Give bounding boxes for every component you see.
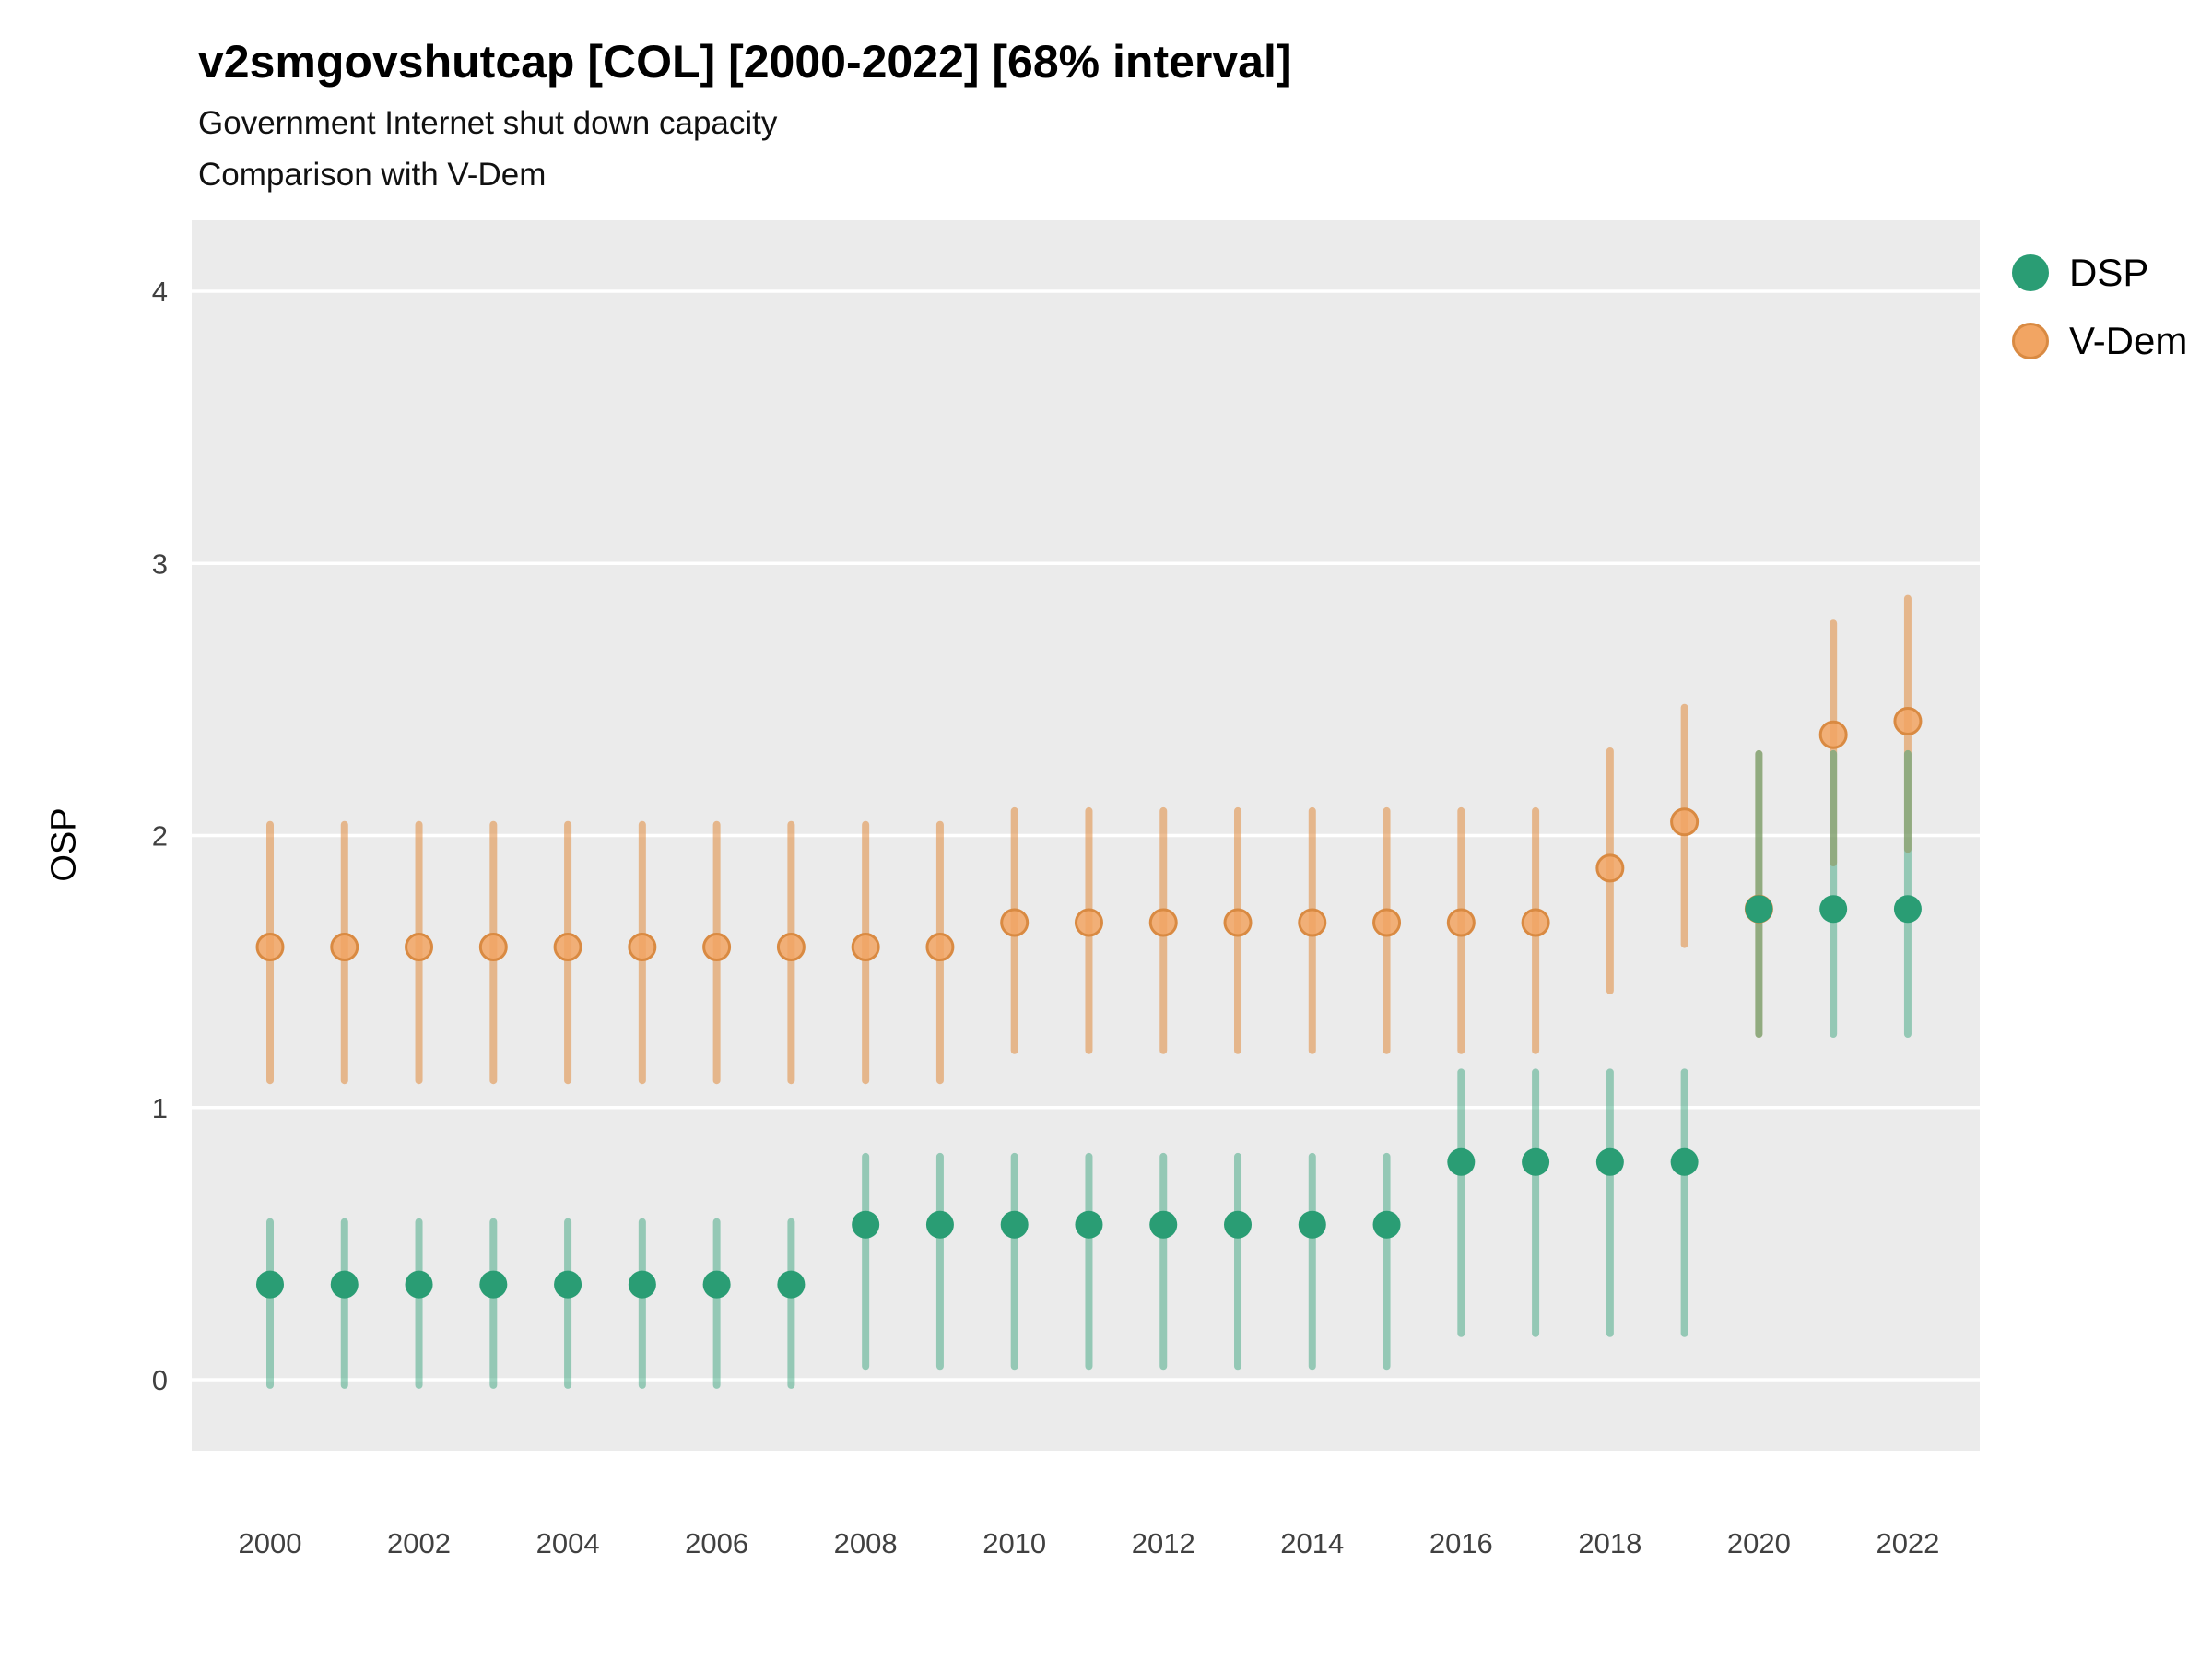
x-axis-labels: 2000 2002 2004 2006 2008 2010 2012 2014 2016 2018… — [239, 1527, 1940, 1559]
x-tick-label-2008: 2008 — [834, 1527, 898, 1559]
y-tick-label-3: 3 — [152, 547, 168, 580]
y-tick-label-1: 1 — [152, 1092, 168, 1124]
x-tick-label-2012: 2012 — [1132, 1527, 1195, 1559]
point-v-dem-2008 — [851, 933, 880, 962]
point-v-dem-2010 — [1000, 908, 1030, 937]
point-v-dem-2014 — [1298, 908, 1327, 937]
x-tick-label-2006: 2006 — [685, 1527, 748, 1559]
point-dsp-2005 — [628, 1270, 656, 1299]
point-v-dem-2011 — [1074, 908, 1103, 937]
point-dsp-2004 — [554, 1270, 582, 1299]
point-v-dem-2005 — [628, 933, 657, 962]
point-v-dem-2017 — [1521, 908, 1550, 937]
legend-item-dsp: DSP — [2012, 251, 2187, 295]
legend-item-vdem: V-Dem — [2012, 319, 2187, 363]
point-dsp-2017 — [1522, 1147, 1550, 1176]
point-dsp-2019 — [1670, 1147, 1699, 1176]
legend-label-dsp: DSP — [2069, 251, 2149, 294]
point-dsp-2003 — [479, 1270, 508, 1299]
point-v-dem-2019 — [1670, 807, 1700, 837]
point-v-dem-2021 — [1818, 720, 1848, 749]
point-dsp-2001 — [330, 1270, 359, 1299]
point-v-dem-2022 — [1893, 706, 1923, 735]
point-dsp-2021 — [1819, 895, 1848, 924]
point-v-dem-2013 — [1223, 908, 1253, 937]
y-tick-label-4: 4 — [152, 276, 168, 308]
point-v-dem-2018 — [1595, 853, 1625, 883]
point-dsp-2006 — [702, 1270, 731, 1299]
point-v-dem-2015 — [1372, 908, 1402, 937]
x-tick-label-2002: 2002 — [387, 1527, 451, 1559]
x-tick-label-2018: 2018 — [1578, 1527, 1641, 1559]
point-dsp-2015 — [1372, 1210, 1401, 1239]
point-v-dem-2006 — [702, 933, 732, 962]
chart-subtitle-line2: Comparison with V-Dem — [198, 157, 547, 193]
point-dsp-2022 — [1893, 895, 1922, 924]
x-tick-label-2010: 2010 — [982, 1527, 1046, 1559]
points-dsp — [256, 895, 1922, 1299]
x-tick-label-2004: 2004 — [536, 1527, 600, 1559]
point-dsp-2016 — [1447, 1147, 1476, 1176]
chart-subtitle-line1: Government Internet shut down capacity — [198, 105, 778, 141]
point-dsp-2007 — [777, 1270, 806, 1299]
point-dsp-2018 — [1595, 1147, 1624, 1176]
y-tick-label-0: 0 — [152, 1364, 168, 1396]
point-v-dem-2001 — [330, 933, 359, 962]
point-dsp-2002 — [405, 1270, 433, 1299]
x-tick-label-2020: 2020 — [1727, 1527, 1791, 1559]
point-dsp-2011 — [1075, 1210, 1103, 1239]
point-v-dem-2002 — [405, 933, 434, 962]
point-dsp-2000 — [256, 1270, 284, 1299]
point-v-dem-2003 — [478, 933, 508, 962]
legend-swatch-vdem-icon — [2012, 323, 2049, 359]
legend-label-vdem: V-Dem — [2069, 319, 2188, 362]
x-tick-label-2016: 2016 — [1430, 1527, 1493, 1559]
interval-bars-dsp — [266, 749, 1912, 1389]
point-v-dem-2007 — [776, 933, 806, 962]
legend-swatch-dsp-icon — [2012, 254, 2049, 291]
y-tick-label-2: 2 — [152, 820, 168, 853]
point-v-dem-2012 — [1148, 908, 1178, 937]
point-dsp-2009 — [925, 1210, 954, 1239]
point-dsp-2013 — [1224, 1210, 1253, 1239]
point-v-dem-2009 — [925, 933, 955, 962]
y-axis-labels: 0 1 2 3 4 — [152, 276, 168, 1396]
point-dsp-2014 — [1298, 1210, 1326, 1239]
x-tick-label-2014: 2014 — [1280, 1527, 1344, 1559]
point-v-dem-2000 — [255, 933, 285, 962]
point-v-dem-2004 — [553, 933, 582, 962]
point-v-dem-2016 — [1446, 908, 1476, 937]
point-dsp-2008 — [852, 1210, 880, 1239]
x-tick-label-2000: 2000 — [239, 1527, 302, 1559]
x-tick-label-2022: 2022 — [1876, 1527, 1939, 1559]
chart-title: v2smgovshutcap [COL] [2000-2022] [68% in… — [198, 36, 1292, 88]
legend: DSP V-Dem — [2012, 251, 2187, 363]
point-dsp-2010 — [1000, 1210, 1029, 1239]
point-dsp-2012 — [1149, 1210, 1178, 1239]
point-dsp-2020 — [1745, 895, 1773, 924]
